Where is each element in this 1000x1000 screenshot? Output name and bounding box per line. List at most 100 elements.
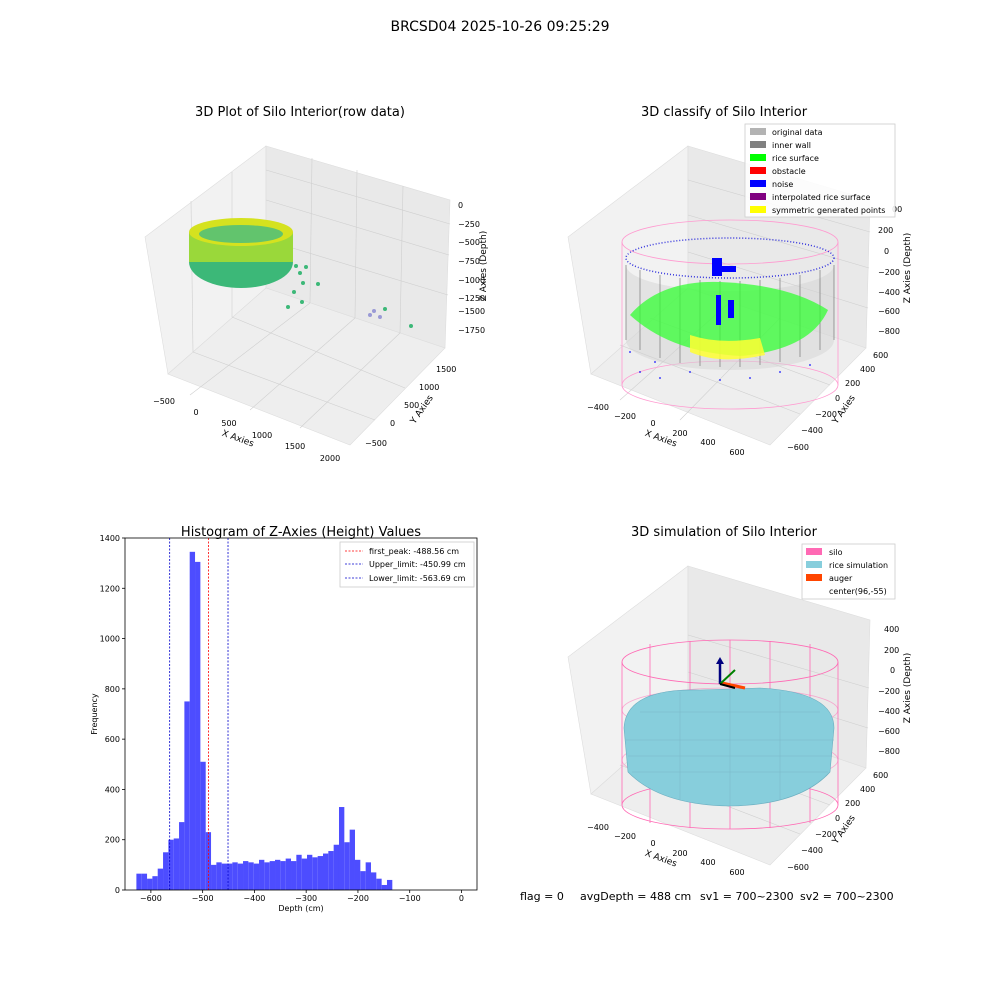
- histogram-bar: [184, 701, 190, 890]
- histogram-bar: [285, 858, 292, 890]
- chart-title-histogram: Histogram of Z-Axies (Height) Values: [181, 525, 421, 540]
- y-tick-simulation: −600: [787, 863, 809, 872]
- x-tick-classify: 200: [672, 429, 687, 438]
- y-tick-simulation: 600: [873, 771, 888, 780]
- z-tick-raw: −1750: [458, 326, 485, 335]
- histogram-bar: [216, 862, 222, 890]
- x-tick-label: −100: [399, 894, 421, 903]
- center-axes-icon: [716, 657, 736, 689]
- z-axis-label-raw: Z Axies (Depth): [479, 231, 489, 302]
- y-tick-raw: 1500: [436, 365, 456, 374]
- x-tick-simulation: −200: [614, 832, 636, 841]
- x-tick-raw: 500: [221, 419, 236, 428]
- legend-item-upper-limit: Upper_limit: -450.99 cm: [345, 560, 466, 569]
- legend-item-interpolated: interpolated rice surface: [750, 193, 870, 202]
- panel-histogram: Histogram of Z-Axies (Height) Values −60…: [90, 525, 478, 913]
- histogram-bar: [307, 854, 313, 890]
- histogram-bar: [253, 863, 260, 890]
- grid-raw: [189, 157, 451, 429]
- x-tick-simulation: 400: [700, 858, 715, 867]
- z-tick-raw: 0: [458, 201, 463, 210]
- y-tick-simulation: −400: [801, 846, 823, 855]
- y-tick-label: 1200: [100, 584, 120, 593]
- panel-raw-3d: 3D Plot of Silo Interior(row data): [144, 105, 489, 463]
- histogram-bar: [200, 761, 206, 890]
- y-tick-simulation: −200: [815, 830, 837, 839]
- y-tick-label: 600: [105, 735, 120, 744]
- z-tick-classify: −800: [878, 327, 900, 336]
- histogram-bar: [344, 842, 350, 890]
- legend-label: obstacle: [772, 167, 806, 176]
- histogram-bar: [328, 851, 334, 890]
- rice-simulation-surface: [623, 687, 835, 807]
- status-flag: flag = 0: [520, 890, 564, 903]
- y-tick-classify: −400: [801, 426, 823, 435]
- y-tick-simulation: 0: [835, 814, 840, 823]
- legend-item-lower-limit: Lower_limit: -563.69 cm: [345, 574, 466, 583]
- z-tick-simulation: 400: [884, 625, 899, 634]
- z-tick-raw: −1000: [458, 276, 485, 285]
- x-tick-label: −500: [192, 894, 214, 903]
- histogram-bar: [386, 879, 393, 890]
- noise-cluster-classify: [712, 258, 736, 325]
- z-tick-simulation: −800: [878, 747, 900, 756]
- histogram-bar: [269, 861, 276, 890]
- y-tick-classify: 400: [860, 365, 875, 374]
- legend-item-first-peak: first_peak: -488.56 cm: [345, 547, 459, 556]
- x-tick-raw: 2000: [320, 454, 340, 463]
- axes-box-raw: −500 0 500 1000 1500 2000 X Axies −500 0…: [144, 145, 489, 463]
- y-tick-simulation: 200: [845, 799, 860, 808]
- status-sv2: sv2 = 700~2300: [800, 890, 894, 903]
- y-tick-label: 200: [105, 836, 120, 845]
- histogram-bar: [147, 878, 153, 890]
- z-tick-simulation: −400: [878, 707, 900, 716]
- z-tick-simulation: −600: [878, 727, 900, 736]
- panel-classify-3d: 3D classify of Silo Interior: [567, 105, 913, 457]
- histogram-bar: [179, 822, 185, 890]
- y-tick-classify: 600: [873, 351, 888, 360]
- histogram-frame: [124, 537, 478, 891]
- histogram-bar: [333, 844, 339, 890]
- legend-simulation: silo rice simulation auger center(96,-55…: [801, 543, 896, 600]
- histogram-bar: [195, 561, 201, 890]
- raw-outliers: [286, 264, 413, 328]
- y-tick-label: 800: [105, 685, 120, 694]
- x-tick-label: −300: [295, 894, 317, 903]
- raw-ring-inner: [199, 225, 283, 243]
- histogram-bar: [157, 868, 164, 890]
- x-tick-label: −400: [243, 894, 265, 903]
- histogram-bar: [365, 862, 371, 890]
- z-tick-classify: 0: [884, 247, 889, 256]
- histogram-bar: [168, 839, 174, 890]
- chart-title-raw: 3D Plot of Silo Interior(row data): [195, 105, 405, 120]
- z-axis-label-classify: Z Axies (Depth): [903, 233, 913, 304]
- histogram-bar: [232, 862, 238, 890]
- x-tick-classify: −400: [587, 403, 609, 412]
- legend-label: original data: [772, 128, 823, 137]
- legend-label: center(96,-55): [829, 587, 887, 596]
- legend-label: first_peak: -488.56 cm: [369, 547, 459, 556]
- legend-label: rice surface: [772, 154, 819, 163]
- legend-item-original-data: original data: [750, 128, 823, 137]
- y-tick-raw: 500: [404, 401, 419, 410]
- y-tick-label: 1400: [100, 534, 120, 543]
- x-tick-raw: 0: [193, 408, 198, 417]
- legend-item-noise: noise: [750, 180, 793, 189]
- legend-item-rice-simulation: rice simulation: [806, 561, 888, 570]
- histogram-bar: [312, 857, 318, 890]
- z-axis-label-simulation: Z Axies (Depth): [903, 653, 913, 724]
- histogram-bar: [275, 859, 281, 890]
- histogram-bar: [163, 852, 169, 890]
- legend-label: auger: [829, 574, 853, 583]
- rice-simulation-mesh: [626, 690, 834, 806]
- z-tick-raw: −500: [458, 238, 480, 247]
- status-sv1: sv1 = 700~2300: [700, 890, 794, 903]
- histogram-bar: [248, 862, 254, 890]
- histogram-bar: [349, 829, 355, 890]
- z-tick-simulation: 200: [884, 646, 899, 655]
- y-tick-raw: 1000: [419, 383, 439, 392]
- symmetric-points-classify: [690, 335, 765, 360]
- histogram-bar: [243, 861, 249, 890]
- z-tick-simulation: −200: [878, 687, 900, 696]
